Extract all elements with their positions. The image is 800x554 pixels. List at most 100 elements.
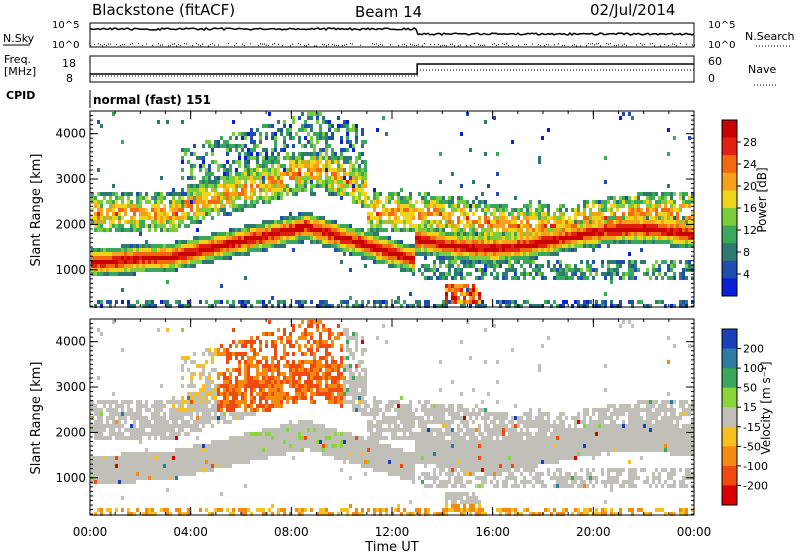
power-cell-5540 — [526, 212, 529, 216]
velocity-cell-1281 — [202, 416, 205, 420]
power-cell-456 — [133, 216, 136, 220]
power-cell-6384 — [607, 264, 610, 268]
power-cell-4728 — [460, 208, 463, 212]
velocity-cell-1593 — [226, 356, 229, 360]
power-cell-3300 — [343, 176, 346, 180]
power-cell-6766 — [646, 200, 649, 204]
power-cell-3156 — [331, 240, 334, 244]
power-cell-4030 — [403, 216, 406, 220]
power-cell-5032 — [481, 248, 484, 252]
power-cell-3352 — [346, 192, 349, 196]
velocity-cell-205 — [109, 456, 112, 460]
power-cell-894 — [172, 244, 175, 248]
nsearch-point — [596, 43, 597, 45]
power-cell-1576 — [223, 236, 226, 240]
power-cell-4042 — [403, 252, 406, 256]
velocity-cell-1573 — [223, 420, 226, 424]
power-cell-3096 — [328, 184, 331, 188]
power-cell-4036 — [403, 228, 406, 232]
power-cell-6706 — [637, 300, 640, 304]
power-cell-4522 — [445, 248, 448, 252]
velocity-cell-867 — [169, 472, 172, 476]
power-cell-6510 — [619, 264, 622, 268]
power-cell-3264 — [340, 192, 343, 196]
power-cell-842 — [169, 200, 172, 204]
power-cell-1608 — [226, 188, 229, 192]
power-cell-6726 — [640, 236, 643, 240]
power-cell-7002 — [667, 240, 670, 244]
power-cell-1610 — [226, 192, 229, 196]
velocity-cell-545 — [139, 468, 142, 472]
power-cell-2888 — [313, 236, 316, 240]
power-cell-814 — [166, 216, 169, 220]
power-cell-6552 — [625, 216, 628, 220]
power-cell-2274 — [271, 180, 274, 184]
power-cell-2894 — [316, 116, 319, 120]
velocity-cell-215 — [109, 476, 112, 480]
power-cell-5918 — [559, 276, 562, 280]
power-cell-2742 — [304, 184, 307, 188]
velocity-cell-1355 — [208, 384, 211, 388]
power-cell-1314 — [205, 188, 208, 192]
power-cell-2326 — [274, 188, 277, 192]
velocity-cell-2051 — [256, 380, 259, 384]
velocity-cell-2005 — [253, 364, 256, 368]
power-cell-2810 — [310, 140, 313, 144]
velocity-cell-527 — [139, 424, 142, 428]
power-cell-5292 — [502, 256, 505, 260]
power-cell-2724 — [304, 128, 307, 132]
power-cell-1088 — [187, 260, 190, 264]
power-cell-1104 — [190, 176, 193, 180]
power-cell-3928 — [394, 216, 397, 220]
power-cell-2468 — [283, 240, 286, 244]
power-cell-1746 — [235, 196, 238, 200]
power-cell-6148 — [586, 200, 589, 204]
power-cell-5402 — [511, 276, 514, 280]
velocity-cell-1221 — [199, 376, 202, 380]
power-cell-3758 — [376, 248, 379, 252]
power-cell-3718 — [373, 248, 376, 252]
power-cell-5452 — [517, 228, 520, 232]
power-cell-5602 — [529, 272, 532, 276]
velocity-cell-945 — [178, 404, 181, 408]
power-cell-6170 — [586, 264, 589, 268]
power-cell-806 — [163, 300, 166, 304]
power-cell-2344 — [274, 244, 277, 248]
power-cell-5172 — [493, 240, 496, 244]
nsearch-point — [290, 45, 291, 47]
velocity-cell-133 — [100, 512, 103, 516]
power-cell-4288 — [427, 212, 430, 216]
power-cell-3182 — [334, 220, 337, 224]
power-cell-2612 — [295, 216, 298, 220]
velocity-cell-1289 — [202, 448, 205, 452]
power-cell-2886 — [313, 232, 316, 236]
power-cell-7240 — [691, 212, 694, 216]
power-cell-1558 — [223, 180, 226, 184]
nsearch-point — [306, 45, 307, 47]
velocity-cell-1729 — [235, 356, 238, 360]
power-cell-4460 — [439, 276, 442, 280]
power-cell-3428 — [352, 172, 355, 176]
power-cell-2504 — [286, 232, 289, 236]
velocity-cell-1773 — [238, 364, 241, 368]
power-cell-1382 — [208, 260, 211, 264]
power-cell-6094 — [580, 224, 583, 228]
power-cell-3602 — [364, 168, 367, 172]
power-cell-2168 — [265, 148, 268, 152]
power-cell-3224 — [337, 224, 340, 228]
nsearch-point — [324, 44, 325, 46]
power-cell-3660 — [367, 256, 370, 260]
power-cell-1102 — [190, 172, 193, 176]
velocity-cell-65 — [97, 408, 100, 412]
power-cell-1232 — [199, 200, 202, 204]
power-cell-2786 — [307, 212, 310, 216]
power-cell-572 — [142, 264, 145, 268]
power-cell-2040 — [256, 152, 259, 156]
power-cell-6786 — [646, 240, 649, 244]
velocity-cell-1671 — [229, 452, 232, 456]
power-cell-4844 — [466, 272, 469, 276]
power-cell-2740 — [304, 180, 307, 184]
power-cell-394 — [127, 228, 130, 232]
power-cell-6120 — [583, 208, 586, 212]
power-cell-3730 — [376, 128, 379, 132]
